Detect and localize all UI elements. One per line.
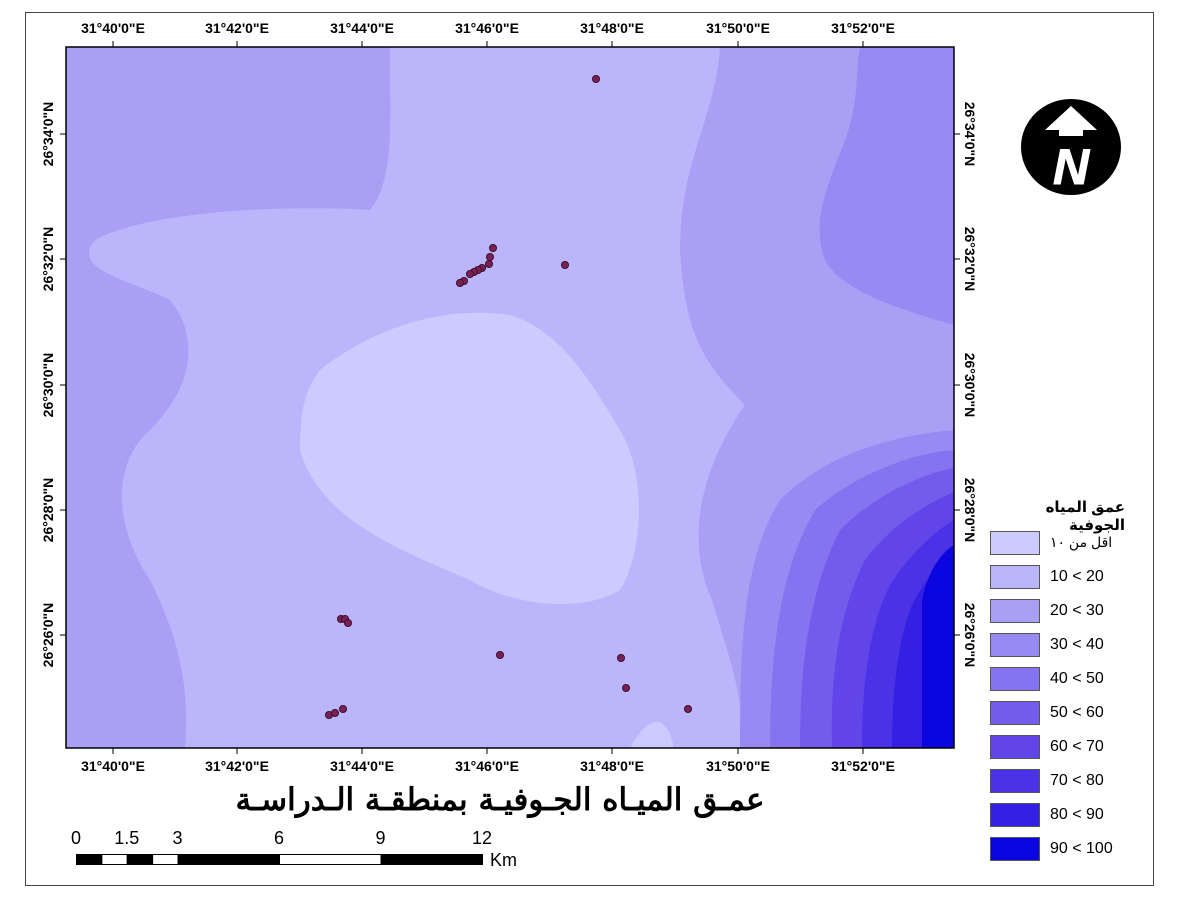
legend-label: 50 < 60 [1050,704,1104,721]
legend-swatch [990,735,1040,759]
latitude-label-left: 26°32'0"N [40,226,56,292]
legend-swatch [990,837,1040,861]
map-frame [25,12,1154,886]
legend-title: عمق المياه الجوفية [1045,499,1125,534]
scale-segment [380,854,483,865]
legend-label: 30 < 40 [1050,636,1104,653]
map-border [65,46,955,749]
well-marker [465,269,474,278]
latitude-label-left: 26°30'0"N [40,352,56,418]
longitude-label-bottom: 31°46'0"E [455,758,519,774]
legend-swatch [990,599,1040,623]
legend-label: 40 < 50 [1050,670,1104,687]
latitude-label-right: 26°26'0"N [962,602,978,668]
legend-swatch [990,565,1040,589]
longitude-label-bottom: 31°40'0"E [81,758,145,774]
zone-30-40-ne [819,47,954,325]
zone-less-10 [300,312,639,604]
well-marker [343,619,352,628]
scale-segment [126,854,154,865]
scale-label: 6 [273,828,284,848]
legend-swatch [990,701,1040,725]
well-marker [484,259,493,268]
scale-label: 0 [70,828,81,848]
well-marker [561,260,570,269]
latitude-label-left: 26°26'0"N [40,602,56,668]
scale-segment [279,854,382,865]
longitude-label-top: 31°52'0"E [831,20,895,36]
legend-swatch [990,633,1040,657]
well-marker [330,709,339,718]
zone-90-100 [922,545,954,748]
wells-layer [324,75,693,720]
legend-swatch [990,531,1040,555]
scale-label: 9 [375,828,386,848]
longitude-label-top: 31°44'0"E [330,20,394,36]
legend-swatch [990,803,1040,827]
longitude-label-bottom: 31°52'0"E [831,758,895,774]
scale-label: 1.5 [114,828,140,848]
scale-segment [177,854,280,865]
north-arrow-letter: N [1053,139,1090,195]
well-marker [622,684,631,693]
scale-bar-graphic [76,854,483,865]
longitude-label-top: 31°48'0"E [580,20,644,36]
map-title: عمـق الميـاه الجـوفيـة بمنطقـة الـدراسـة [235,782,765,818]
legend-label: 90 < 100 [1050,840,1113,857]
scale-segment [76,854,103,865]
latitude-label-right: 26°30'0"N [962,352,978,418]
legend-swatch [990,667,1040,691]
legend-label: 10 < 20 [1050,568,1104,585]
longitude-label-bottom: 31°48'0"E [580,758,644,774]
longitude-label-top: 31°50'0"E [706,20,770,36]
scale-unit: Km [490,850,517,870]
scale-segment [101,854,128,865]
legend-label: 80 < 90 [1050,806,1104,823]
latitude-label-left: 26°28'0"N [40,477,56,543]
well-marker [495,651,504,660]
longitude-label-bottom: 31°50'0"E [706,758,770,774]
scale-segment [152,854,179,865]
legend-label: 70 < 80 [1050,772,1104,789]
north-arrow-circle [1021,99,1121,195]
longitude-label-bottom: 31°44'0"E [330,758,394,774]
legend-label: 20 < 30 [1050,602,1104,619]
longitude-label-top: 31°40'0"E [81,20,145,36]
legend-swatch [990,769,1040,793]
north-arrow: N [1020,98,1122,196]
longitude-label-top: 31°42'0"E [205,20,269,36]
well-marker [592,75,601,84]
well-marker [338,705,347,714]
latitude-label-right: 26°28'0"N [962,477,978,543]
grid-tick-marks [60,41,960,754]
longitude-label-bottom: 31°42'0"E [205,758,269,774]
well-marker [488,243,497,252]
north-arrow-head-icon [1045,106,1097,136]
zone-less-10-small [630,721,674,748]
well-marker [684,705,693,714]
latitude-label-left: 26°34'0"N [40,101,56,167]
scale-label: 3 [172,828,183,848]
well-marker [455,278,464,287]
scale-label: 12 [471,828,493,848]
latitude-label-right: 26°32'0"N [962,226,978,292]
longitude-label-top: 31°46'0"E [455,20,519,36]
legend-label: 60 < 70 [1050,738,1104,755]
well-marker [617,654,626,663]
well-marker [485,252,494,261]
legend: عمق المياه الجوفية اقل من ١٠ 10 < 20 20 < … [990,498,1190,861]
latitude-label-right: 26°34'0"N [962,101,978,167]
legend-label: اقل من ١٠ [1050,534,1113,550]
